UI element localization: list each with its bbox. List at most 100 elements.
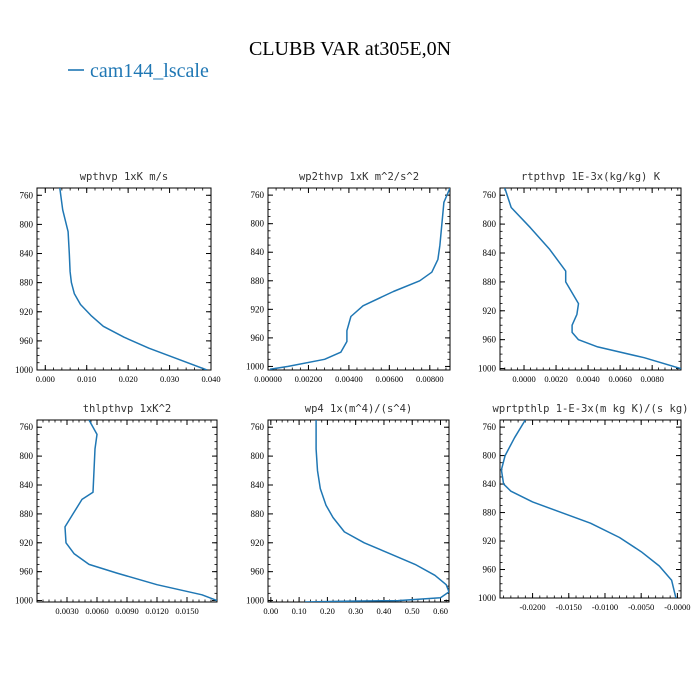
y-tick-label: 880 <box>483 508 497 518</box>
legend: cam144_lscale <box>68 60 209 82</box>
y-tick-label: 760 <box>483 190 497 200</box>
y-tick-label: 960 <box>20 567 34 577</box>
y-tick-label: 960 <box>483 335 497 345</box>
series-line <box>504 188 681 370</box>
y-tick-label: 880 <box>20 509 34 519</box>
panel-title: rtpthvp 1E-3x(kg/kg) K <box>521 171 661 183</box>
y-tick-label: 800 <box>20 219 34 229</box>
x-tick-label: 0.00800 <box>416 374 444 384</box>
figure-title: CLUBB VAR at305E,0N <box>249 38 451 60</box>
x-tick-label: 0.020 <box>119 374 138 384</box>
x-tick-label: -0.0050 <box>628 602 654 612</box>
plot-frame <box>267 419 450 603</box>
x-tick-label: 0.60 <box>433 606 448 616</box>
plot-frame <box>499 419 682 599</box>
plot-frame <box>267 187 451 371</box>
y-tick-label: 1000 <box>478 364 497 374</box>
panel-2: wp2thvp 1xK m^2/s^2 760 800 840 880 920 960 100… <box>246 171 451 384</box>
x-tick-label: 0.0120 <box>145 606 168 616</box>
x-tick-label: 0.0090 <box>115 606 138 616</box>
series-line <box>304 420 449 602</box>
x-tick-label: 0.0060 <box>608 374 631 384</box>
x-tick-label: 0.00600 <box>376 374 404 384</box>
y-tick-label: 840 <box>20 249 34 259</box>
y-tick-label: 960 <box>20 336 34 346</box>
x-tick-label: -0.0100 <box>592 602 618 612</box>
y-tick-label: 960 <box>251 333 265 343</box>
y-tick-label: 760 <box>251 422 265 432</box>
plot-frame <box>36 187 212 371</box>
x-tick-label: 0.010 <box>77 374 96 384</box>
series-line <box>59 188 208 370</box>
x-tick-label: 0.30 <box>348 606 363 616</box>
y-tick-label: 1000 <box>15 365 34 375</box>
x-tick-label: 0.030 <box>160 374 179 384</box>
x-tick-label: -0.0200 <box>519 602 545 612</box>
x-tick-label: 0.0040 <box>576 374 599 384</box>
y-tick-label: 920 <box>20 538 34 548</box>
panel-title: wpthvp 1xK m/s <box>80 171 169 183</box>
y-tick-label: 800 <box>483 451 497 461</box>
x-tick-label: 0.040 <box>201 374 220 384</box>
y-tick-label: 800 <box>251 219 265 229</box>
y-tick-label: 1000 <box>246 596 265 606</box>
y-tick-label: 800 <box>20 451 34 461</box>
y-tick-label: 920 <box>251 538 265 548</box>
panel-3: rtpthvp 1E-3x(kg/kg) K 760 800 840 880 920 960… <box>478 171 682 384</box>
y-tick-label: 880 <box>483 277 497 287</box>
panel-title: wp4 1x(m^4)/(s^4) <box>305 403 412 415</box>
y-tick-label: 960 <box>483 565 497 575</box>
x-tick-label: 0.0030 <box>55 606 78 616</box>
y-tick-label: 1000 <box>15 596 34 606</box>
y-tick-label: 960 <box>251 567 265 577</box>
x-tick-label: 0.00000 <box>254 374 282 384</box>
x-tick-label: 0.50 <box>405 606 420 616</box>
x-tick-label: 0.0150 <box>175 606 198 616</box>
panel-title: thlpthvp 1xK^2 <box>83 403 172 415</box>
x-tick-label: 0.000 <box>36 374 55 384</box>
y-tick-label: 840 <box>483 248 497 258</box>
y-tick-label: 920 <box>483 536 497 546</box>
y-tick-label: 760 <box>251 190 265 200</box>
x-tick-label: -0.0000 <box>664 602 690 612</box>
y-tick-label: 840 <box>251 247 265 257</box>
panel-4: thlpthvp 1xK^2 760 800 840 880 920 960 1000 0.00… <box>15 403 218 616</box>
x-tick-label: 0.20 <box>320 606 335 616</box>
x-tick-label: 0.0000 <box>512 374 535 384</box>
legend-label: cam144_lscale <box>90 60 209 82</box>
y-tick-label: 840 <box>20 480 34 490</box>
y-tick-label: 880 <box>20 278 34 288</box>
x-tick-label: 0.00200 <box>295 374 323 384</box>
x-tick-label: 0.10 <box>292 606 307 616</box>
x-tick-label: 0.0060 <box>85 606 108 616</box>
series-line <box>500 420 677 598</box>
y-tick-label: 840 <box>483 479 497 489</box>
y-tick-label: 920 <box>20 307 34 317</box>
y-tick-label: 1000 <box>478 593 497 603</box>
y-tick-label: 1000 <box>246 361 265 371</box>
y-tick-label: 760 <box>20 190 34 200</box>
plot-frame <box>499 187 682 371</box>
y-tick-label: 840 <box>251 480 265 490</box>
y-tick-label: 880 <box>251 276 265 286</box>
plot-frame <box>36 419 218 603</box>
series-line <box>64 420 217 602</box>
y-tick-label: 760 <box>483 422 497 432</box>
y-tick-label: 760 <box>20 422 34 432</box>
panel-title: wprtpthlp 1-E-3x(m kg K)/(s kg) <box>493 403 689 415</box>
x-tick-label: 0.00 <box>263 606 278 616</box>
panel-1: wpthvp 1xK m/s 760 800 840 880 920 960 10000.00… <box>15 171 221 384</box>
panel-5: wp4 1x(m^4)/(s^4)76080084088092096010000… <box>246 403 450 616</box>
x-tick-label: 0.0080 <box>640 374 663 384</box>
panels: wpthvp 1xK m/s76080084088092096010000.00… <box>15 171 690 616</box>
panel-title: wp2thvp 1xK m^2/s^2 <box>299 171 419 183</box>
y-tick-label: 880 <box>251 509 265 519</box>
y-tick-label: 800 <box>251 451 265 461</box>
series-line <box>269 188 450 370</box>
x-tick-label: 0.0020 <box>544 374 567 384</box>
panel-6: wprtpthlp 1-E-3x(m kg K)/(s kg) 760 800 840… <box>478 403 690 612</box>
y-tick-label: 920 <box>483 306 497 316</box>
y-tick-label: 800 <box>483 219 497 229</box>
x-tick-label: 0.40 <box>377 606 392 616</box>
